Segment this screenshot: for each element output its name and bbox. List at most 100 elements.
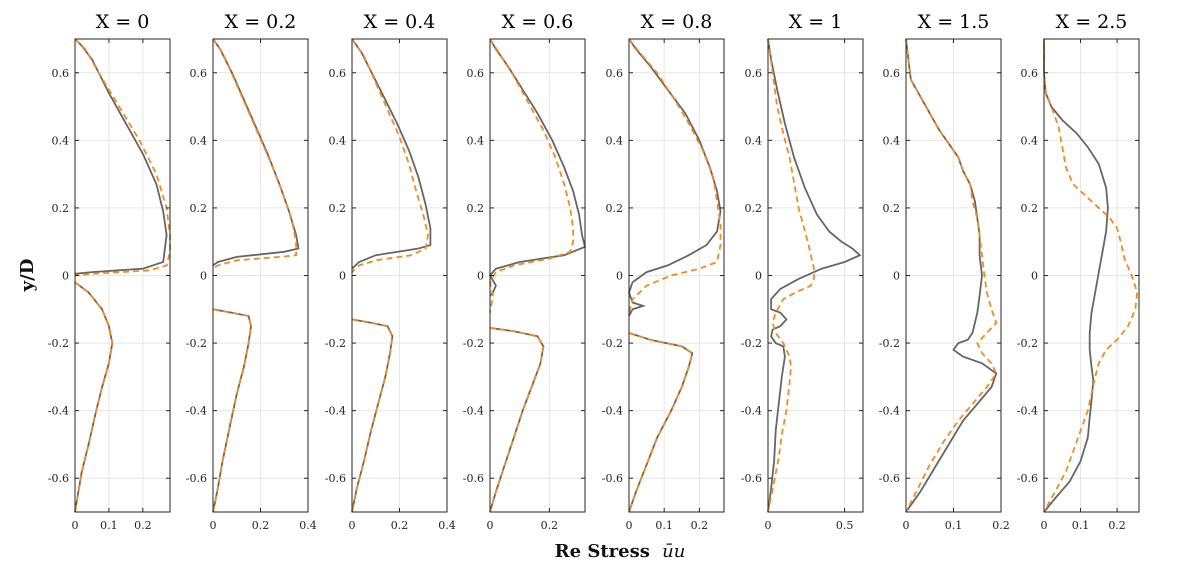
y-tick-label: 0.6 [883,67,901,80]
x-tick-label: 0.2 [252,519,270,532]
y-tick-label: -0.6 [602,472,623,485]
panel-title: X = 0.4 [364,11,436,33]
panel-title: X = 2.5 [1056,11,1128,33]
panel-5: -0.6 -0.4 -0.2 0 0.2 0.4 0.6 0 0.1 0.2 X = 0.8 [602,11,725,532]
y-tick-label: -0.6 [186,472,207,485]
x-axis-label-math: ūu [662,541,685,562]
y-tick-label: 0.2 [190,202,208,215]
y-tick-label: 0.6 [467,67,485,80]
y-tick-label: -0.6 [879,472,900,485]
x-tick-label: 0.2 [541,519,559,532]
y-tick-label: 0.4 [1021,134,1039,147]
y-tick-label: -0.2 [602,337,623,350]
panel-7: -0.6 -0.4 -0.2 0 0.2 0.4 0.6 0 0.1 0.2 X = 1.5 [879,11,1010,532]
x-tick-label: 0 [903,519,910,532]
y-tick-label: -0.6 [741,472,762,485]
panels: -0.6-0.4-0.200.20.40.60 0.1 0.2X = 0-0.6-0… [48,11,1140,532]
panel-1: -0.6 -0.4 -0.2 0 0.2 0.4 0.6 0 0.1 0.2 X = 0 [48,11,171,532]
y-tick-label: -0.2 [1017,337,1038,350]
x-tick-label: 0.4 [299,519,317,532]
y-tick-label: 0 [62,270,69,283]
x-tick-label: 0 [1041,519,1048,532]
y-tick-label: 0.4 [883,134,901,147]
panel-2: -0.6 -0.4 -0.2 0 0.2 0.4 0.6 0 0.2 0.4 X = 0.2 [186,11,317,532]
y-tick-label: -0.2 [48,337,69,350]
series-dashed-line [905,38,998,513]
y-tick-label: 0.2 [606,202,624,215]
y-tick-label: 0.4 [606,134,624,147]
series-dashed-line [351,38,429,513]
y-tick-label: -0.4 [602,405,623,418]
x-tick-label: 0.2 [1108,519,1126,532]
y-tick-label: 0.4 [329,134,347,147]
x-tick-label: 0.4 [438,519,456,532]
y-tick-label: 0.6 [329,67,347,80]
y-tick-label: -0.4 [741,405,762,418]
y-tick-label: 0 [1031,270,1038,283]
y-tick-label: 0 [755,270,762,283]
y-axis-label: y/D [17,259,38,293]
y-tick-label: 0.4 [467,134,485,147]
series-dashed-line [628,38,722,513]
x-tick-label: 0 [72,519,79,532]
y-tick-label: -0.4 [879,405,900,418]
series-dashed-line [767,38,815,513]
y-tick-label: 0.4 [52,134,70,147]
x-tick-label: 0 [765,519,772,532]
y-tick-label: 0.2 [467,202,485,215]
panel-4: -0.6 -0.4 -0.2 0 0.2 0.4 0.6 0 0.2 X = 0.6 [463,11,587,532]
y-tick-label: 0.4 [745,134,763,147]
series-solid-line [767,38,862,513]
y-tick-label: -0.4 [186,405,207,418]
panel-title: X = 0.6 [502,11,574,33]
y-tick-label: 0.2 [52,202,70,215]
y-tick-label: 0 [893,270,900,283]
y-tick-label: -0.2 [186,337,207,350]
x-tick-label: 0 [487,519,494,532]
y-tick-label: -0.4 [48,405,69,418]
y-tick-label: 0.6 [190,67,208,80]
x-tick-label: 0.2 [391,519,409,532]
y-tick-label: 0.6 [1021,67,1039,80]
series-dashed-line [212,38,297,513]
y-tick-label: -0.4 [1017,405,1038,418]
y-tick-label: 0.4 [190,134,208,147]
panel-6: -0.6 -0.4 -0.2 0 0.2 0.4 0.6 0 0.5 X = 1 [741,11,864,532]
panel-title: X = 0 [96,11,150,33]
x-tick-label: 0.2 [134,519,152,532]
y-tick-label: -0.6 [463,472,484,485]
x-tick-label: 0 [210,519,217,532]
y-tick-label: -0.4 [325,405,346,418]
y-tick-label: 0 [477,270,484,283]
panel-8: -0.6 -0.4 -0.2 0 0.2 0.4 0.6 0 0.1 0.2 X = 2.5 [1017,11,1140,532]
y-tick-label: -0.6 [325,472,346,485]
y-tick-label: -0.6 [1017,472,1038,485]
panel-title: X = 0.2 [225,11,297,33]
panel-title: X = 0.8 [641,11,713,33]
x-tick-label: 0.5 [836,519,854,532]
x-tick-label: 0.1 [945,519,963,532]
y-tick-label: 0.6 [52,67,70,80]
y-tick-label: -0.4 [463,405,484,418]
y-tick-label: 0 [616,270,623,283]
y-tick-label: -0.2 [879,337,900,350]
x-tick-label: 0 [626,519,633,532]
y-tick-label: 0 [200,270,207,283]
y-tick-label: 0.2 [745,202,763,215]
y-tick-label: -0.6 [48,472,69,485]
panel-3: -0.6 -0.4 -0.2 0 0.2 0.4 0.6 0 0.2 0.4 X = 0.4 [325,11,456,532]
y-tick-label: 0.2 [1021,202,1039,215]
series-solid-line [1043,39,1109,513]
y-tick-label: -0.2 [463,337,484,350]
x-tick-label: 0 [349,519,356,532]
x-tick-label: 0.1 [100,519,118,532]
series-dashed-line [1043,39,1139,513]
y-tick-label: 0.2 [329,202,347,215]
x-tick-label: 0.2 [992,519,1010,532]
y-tick-label: -0.2 [741,337,762,350]
y-tick-label: 0.2 [883,202,901,215]
panel-title: X = 1 [789,11,843,33]
y-tick-label: 0.6 [745,67,763,80]
y-tick-label: 0.6 [606,67,624,80]
